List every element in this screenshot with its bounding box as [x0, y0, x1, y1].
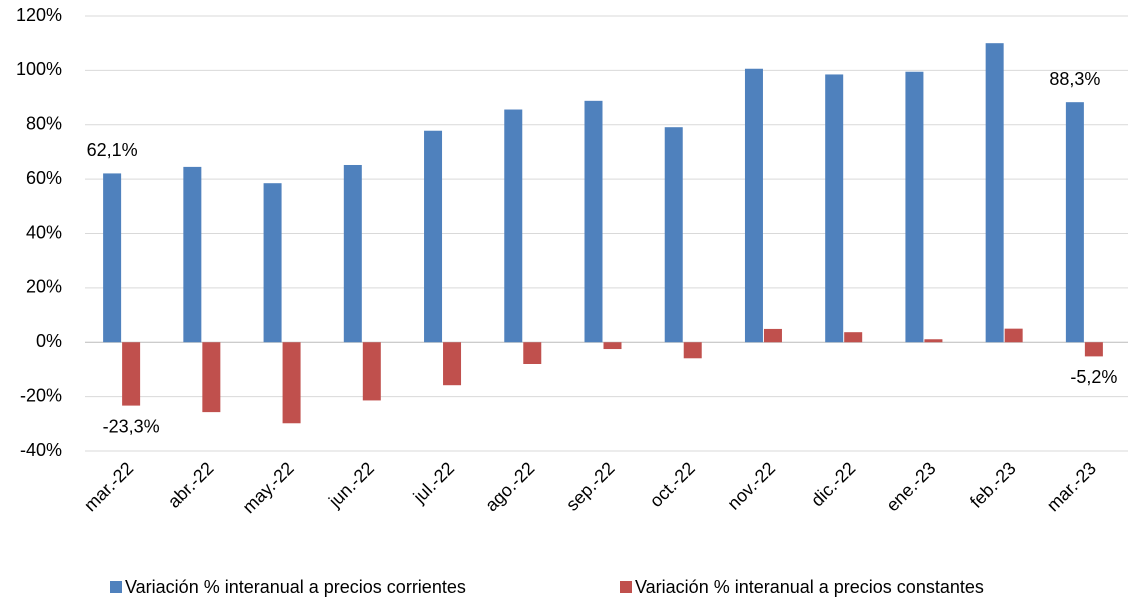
bar [343, 164, 362, 343]
bar [1004, 328, 1023, 343]
data-label: -5,2% [1070, 367, 1117, 387]
legend-label: Variación % interanual a precios corrien… [125, 577, 466, 597]
bar [683, 342, 702, 359]
bar [744, 68, 763, 343]
y-tick-label: 0% [36, 331, 62, 351]
bar [183, 166, 202, 343]
bar [424, 130, 443, 343]
bar [263, 183, 282, 343]
y-tick-label: -40% [20, 440, 62, 460]
bar [122, 342, 141, 406]
y-tick-label: 40% [26, 222, 62, 242]
bar [504, 109, 523, 343]
bar [362, 342, 381, 401]
y-tick-label: -20% [20, 385, 62, 405]
x-tick-label: jul.-22 [409, 458, 459, 508]
x-tick-label: jun.-22 [324, 458, 378, 512]
x-tick-label: abr.-22 [164, 458, 218, 512]
y-tick-label: 100% [16, 59, 62, 79]
y-tick-label: 60% [26, 168, 62, 188]
legend: Variación % interanual a precios corrien… [110, 577, 984, 597]
bar [584, 100, 603, 343]
bar [924, 339, 943, 343]
bar [985, 43, 1004, 343]
x-tick-label: oct.-22 [646, 458, 699, 511]
x-tick-label: feb.-23 [966, 458, 1020, 512]
x-tick-label: may.-22 [239, 458, 298, 517]
bar [763, 328, 782, 343]
x-tick-label: mar.-23 [1043, 458, 1100, 515]
bar [603, 342, 622, 350]
bar [103, 173, 122, 343]
x-tick-label: nov.-22 [723, 458, 779, 514]
y-tick-label: 80% [26, 114, 62, 134]
bar [202, 342, 221, 413]
y-tick-label: 20% [26, 277, 62, 297]
bar [523, 342, 542, 364]
legend-label: Variación % interanual a precios constan… [635, 577, 984, 597]
x-tick-label: ene.-23 [882, 458, 939, 515]
data-label: 88,3% [1049, 69, 1100, 89]
y-tick-label: 120% [16, 5, 62, 25]
bar [844, 332, 863, 343]
bar [1065, 102, 1084, 343]
bar [443, 342, 462, 386]
data-label: -23,3% [103, 416, 160, 436]
bar [664, 127, 683, 343]
bar [905, 71, 924, 343]
data-label: 62,1% [87, 140, 138, 160]
x-tick-label: mar.-22 [80, 458, 137, 515]
x-tick-label: sep.-22 [562, 458, 619, 515]
x-tick-label: ago.-22 [481, 458, 538, 515]
bar [1084, 342, 1103, 357]
bar [282, 342, 301, 424]
bar [825, 74, 844, 343]
x-tick-label: dic.-22 [807, 458, 859, 510]
legend-swatch [110, 581, 122, 593]
legend-swatch [620, 581, 632, 593]
